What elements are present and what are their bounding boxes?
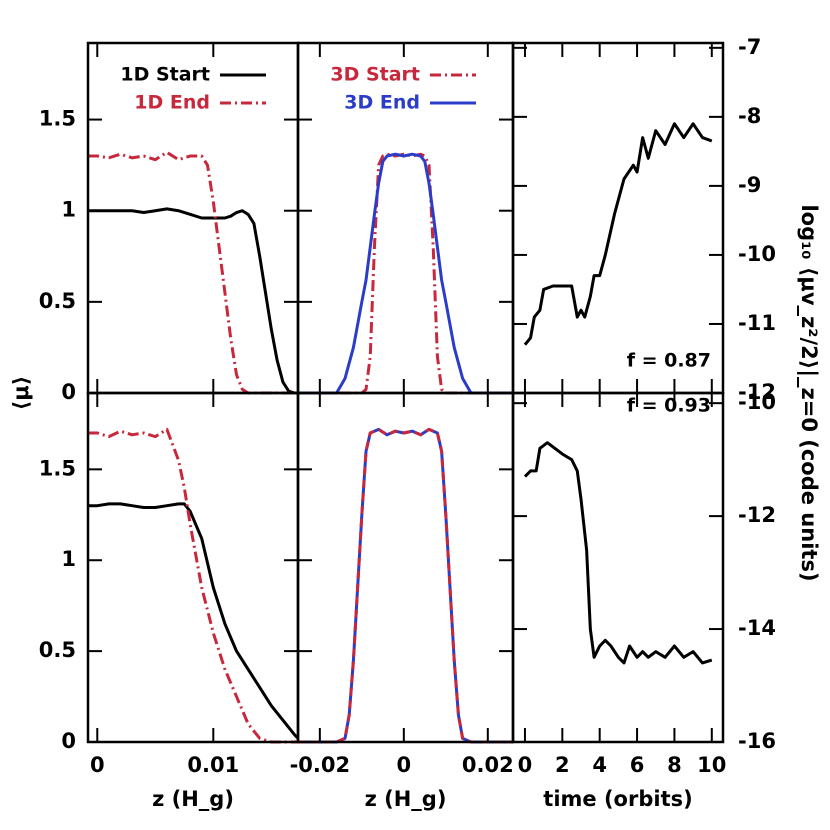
x-tick-label: 0.01 — [187, 753, 239, 777]
x-tick-label: 0 — [397, 753, 412, 777]
legend-label: 1D End — [134, 92, 210, 114]
y-tick-label: -9 — [738, 173, 761, 197]
panel-frame — [86, 391, 300, 744]
y-tick-label: 0.5 — [39, 638, 76, 662]
y-tick-label: -12 — [738, 503, 776, 527]
y-tick-label: 1.5 — [39, 456, 76, 480]
x-tick-label: 0 — [518, 753, 533, 777]
x-tick-label: 0 — [90, 753, 105, 777]
y-tick-label: -10 — [738, 390, 776, 414]
x-tick-label: 0.02 — [462, 753, 514, 777]
y-tick-label: -10 — [738, 242, 776, 266]
x-axis-label: z (H_g) — [152, 787, 234, 811]
x-axis-label: z (H_g) — [365, 787, 447, 811]
y-tick-label: -8 — [738, 104, 761, 128]
y-tick-label: 1 — [61, 198, 76, 222]
panel-frame — [511, 41, 725, 395]
x-tick-label: 6 — [630, 753, 645, 777]
annotation: f = 0.87 — [627, 350, 711, 372]
x-tick-label: 2 — [555, 753, 570, 777]
y-tick-label: 1.5 — [39, 107, 76, 131]
x-tick-label: 4 — [592, 753, 607, 777]
y-tick-label: 0.5 — [39, 289, 76, 313]
y-tick-label: 1 — [61, 547, 76, 571]
data-line — [523, 441, 713, 665]
data-line — [298, 427, 513, 744]
panel-frame — [511, 391, 725, 744]
y-tick-label: 0 — [61, 380, 76, 404]
data-line — [298, 152, 513, 395]
y-tick-label: -11 — [738, 311, 776, 335]
legend-label: 3D End — [344, 92, 420, 114]
y-axis-label: ⟨μ⟩ — [9, 376, 33, 411]
legend-label: 3D Start — [330, 64, 420, 86]
data-line — [88, 207, 298, 395]
y-tick-label: -16 — [738, 729, 776, 753]
y-tick-label: 0 — [61, 729, 76, 753]
data-line — [88, 150, 298, 395]
data-line — [298, 427, 513, 744]
legend-label: 1D Start — [120, 64, 210, 86]
data-line — [298, 152, 513, 395]
y-tick-label: -12 — [738, 380, 776, 404]
x-tick-label: -0.02 — [290, 753, 351, 777]
data-line — [88, 502, 300, 740]
panel-frame — [296, 391, 515, 744]
data-line — [88, 427, 298, 744]
y-tick-label: -14 — [738, 616, 776, 640]
x-tick-label: 8 — [667, 753, 682, 777]
annotation: f = 0.93 — [627, 395, 711, 417]
data-line — [523, 122, 713, 346]
y-tick-label: -7 — [738, 35, 761, 59]
y-axis-label: log₁₀ ⟨μv_z²/2⟩|_z=0 (code units) — [796, 204, 821, 581]
x-tick-label: 10 — [697, 753, 726, 777]
x-axis-label: time (orbits) — [543, 787, 692, 811]
